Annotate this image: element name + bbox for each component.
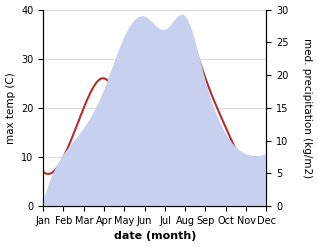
Y-axis label: med. precipitation (kg/m2): med. precipitation (kg/m2) [302,38,313,178]
Y-axis label: max temp (C): max temp (C) [5,72,16,144]
X-axis label: date (month): date (month) [114,231,196,242]
